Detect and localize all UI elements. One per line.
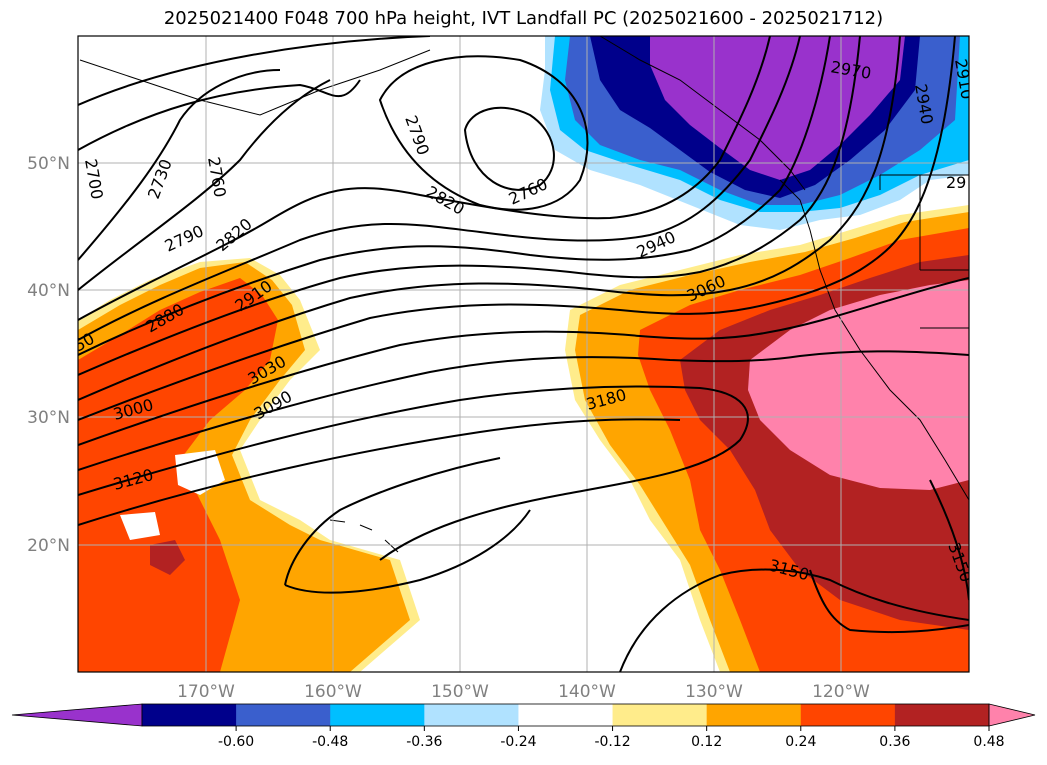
colorbar-tick-label: -0.48	[312, 734, 348, 750]
colorbar-segment	[424, 704, 519, 726]
lat-label-50n: 50°N	[27, 154, 70, 174]
colorbar-segment	[518, 704, 614, 726]
lon-label-140w: 140°W	[558, 682, 616, 702]
contour-label: 29	[946, 173, 966, 192]
colorbar-tick-label: -0.36	[406, 734, 442, 750]
colorbar-segment	[894, 704, 990, 726]
colorbar-tick-label: -0.12	[594, 734, 630, 750]
colorbar-extend-high	[988, 703, 1036, 727]
lon-label-130w: 130°W	[685, 682, 743, 702]
ivt-positive-east-region	[565, 205, 969, 672]
colorbar-tick-label: 0.24	[785, 734, 816, 750]
colorbar-tick-label: 0.12	[691, 734, 722, 750]
colorbar-tick-label: 0.48	[973, 734, 1004, 750]
lon-label-120w: 120°W	[812, 682, 870, 702]
colorbar-extend-low	[11, 703, 143, 727]
colorbar-segment	[612, 704, 708, 726]
colorbar-segment	[142, 704, 237, 726]
colorbar-segment	[706, 704, 802, 726]
latitude-labels: 50°N 40°N 30°N 20°N	[27, 154, 70, 556]
longitude-labels: 170°W 160°W 150°W 140°W 130°W 120°W	[177, 682, 870, 702]
map-title: 2025021400 F048 700 hPa height, IVT Land…	[163, 8, 884, 29]
colorbar-tick-label: -0.24	[500, 734, 536, 750]
colorbar-tick-label: -0.60	[218, 734, 254, 750]
plot-frame	[77, 35, 970, 673]
lon-label-160w: 160°W	[304, 682, 362, 702]
colorbar	[11, 703, 1036, 727]
colorbar-ticks: -0.60 -0.48 -0.36 -0.24 -0.12 0.12 0.24 0.36 0.4…	[218, 726, 1005, 750]
lon-label-150w: 150°W	[431, 682, 489, 702]
colorbar-tick-label: 0.36	[879, 734, 910, 750]
lat-label-30n: 30°N	[27, 408, 70, 428]
colorbar-frame	[141, 703, 990, 727]
lat-label-20n: 20°N	[27, 536, 70, 556]
colorbar-segment	[236, 704, 331, 726]
lat-label-40n: 40°N	[27, 281, 70, 301]
plot-area: 2700 2730 2760 2790 2820 2790 2820 2760 …	[78, 36, 969, 672]
colorbar-segment	[330, 704, 425, 726]
lon-label-170w: 170°W	[177, 682, 235, 702]
height-contours	[78, 36, 969, 672]
colorbar-segment	[800, 704, 896, 726]
